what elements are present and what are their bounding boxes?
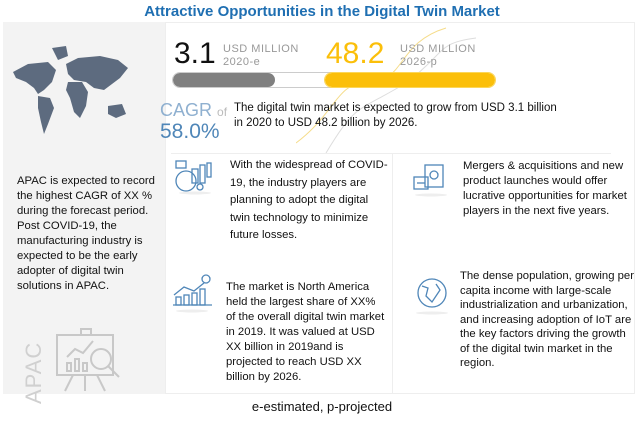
insight-north-america: The market is North America held the lar… bbox=[226, 281, 385, 383]
world-map-icon bbox=[13, 46, 128, 134]
cagr-of: of bbox=[217, 105, 228, 119]
end-value: 48.2 bbox=[326, 37, 385, 70]
market-summary: The digital twin market is expected to g… bbox=[234, 102, 557, 129]
insight-dense-population: The dense population, growing per capita… bbox=[460, 270, 634, 369]
apac-description: APAC is expected to record the highest C… bbox=[17, 175, 155, 292]
end-progress-bar bbox=[324, 72, 496, 88]
start-unit: USD MILLION bbox=[223, 43, 299, 55]
presentation-chart-magnifier-icon bbox=[56, 328, 120, 392]
page-title: Attractive Opportunities in the Digital … bbox=[144, 3, 500, 20]
end-progress-fill bbox=[325, 73, 495, 87]
start-value: 3.1 bbox=[174, 37, 216, 70]
globe-icon bbox=[416, 278, 448, 315]
cagr-label: CAGR of bbox=[160, 100, 227, 121]
footnote: e-estimated, p-projected bbox=[251, 399, 393, 414]
growth-bar-chart-dollar-icon bbox=[173, 274, 212, 313]
analytics-report-icon bbox=[175, 160, 212, 195]
start-progress-fill bbox=[173, 73, 275, 87]
main-panel: 3.1 USD MILLION 2020-e 48.2 USD MILLION … bbox=[160, 22, 635, 394]
end-unit: USD MILLION bbox=[400, 43, 476, 55]
apac-label: APAC bbox=[21, 341, 46, 404]
left-panel: APAC is expected to record the highest C… bbox=[3, 22, 165, 404]
insight-mergers: Mergers & acquisitions and new product l… bbox=[463, 160, 627, 217]
cagr-value: 58.0% bbox=[160, 120, 220, 143]
cagr-text: CAGR bbox=[160, 100, 213, 120]
insight-covid: With the widespread of COVID-19, the ind… bbox=[230, 159, 388, 241]
start-progress-bar bbox=[172, 72, 344, 88]
end-year: 2026-p bbox=[400, 56, 438, 68]
divider bbox=[171, 153, 611, 154]
divider bbox=[392, 153, 393, 393]
start-year: 2020-e bbox=[223, 56, 261, 68]
money-hand-icon bbox=[413, 164, 447, 197]
